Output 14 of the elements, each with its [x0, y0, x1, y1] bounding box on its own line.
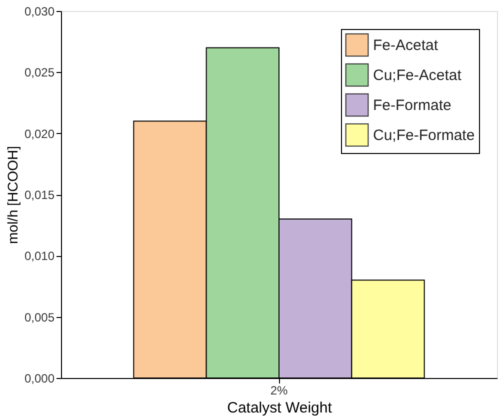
y-tick-label: 0,020	[24, 126, 55, 141]
y-tick-label: 0,010	[24, 249, 55, 264]
y-tick-label: 0,015	[24, 188, 55, 202]
x-axis-title: Catalyst Weight	[227, 400, 333, 416]
y-tick-label: 0,000	[24, 372, 55, 386]
y-tick-label: 0,030	[24, 4, 55, 18]
legend-label: Cu;Fe-Acetat	[373, 67, 462, 84]
x-tick-label: 2%	[270, 384, 288, 398]
legend-label: Cu;Fe-Formate	[373, 127, 475, 144]
legend-label: Fe-Acetat	[373, 37, 439, 54]
y-axis-title: mol/h [HCOOH]	[4, 146, 20, 244]
y-tick-label: 0,005	[24, 310, 55, 324]
legend-label: Fe-Formate	[373, 97, 452, 114]
y-tick-label: 0,025	[24, 66, 55, 80]
